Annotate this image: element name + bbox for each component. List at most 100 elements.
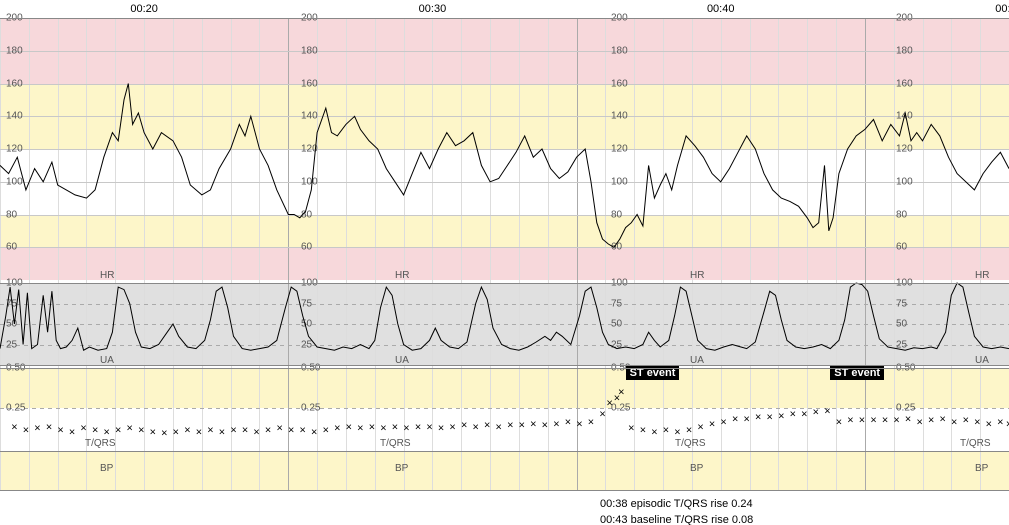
tqrs-marker: × [369,423,376,434]
grid-v [58,18,59,490]
bp-row-tag: BP [690,463,703,474]
tqrs-marker: × [507,422,514,433]
tqrs-marker: × [789,411,796,422]
tqrs-marker: × [184,427,191,438]
fhr-ytick-label: 160 [300,78,319,89]
tqrs-marker: × [824,407,831,418]
fhr-grid-h [0,51,1009,52]
fhr-grid-h [0,149,1009,150]
tqrs-marker: × [801,411,808,422]
fhr-ytick-label: 180 [300,45,319,56]
tqrs-grid-h [0,408,1009,409]
tqrs-marker: × [553,420,560,431]
tqrs-marker: × [311,428,318,439]
fhr-grid-h [0,116,1009,117]
tqrs-marker: × [438,425,445,436]
time-axis-label: 00:40 [707,3,735,15]
grid-v [144,18,145,490]
hr-row-tag: HR [100,270,114,281]
tqrs-marker: × [265,427,272,438]
tqrs-marker: × [576,420,583,431]
tqrs-marker: × [219,428,226,439]
fhr-ytick-label: 100 [5,176,24,187]
fhr-ytick-label: 120 [300,144,319,155]
grid-v [259,18,260,490]
ua-ytick-label: 75 [895,298,908,309]
tqrs-marker: × [709,420,716,431]
tqrs-marker: × [813,409,820,420]
tqrs-marker: × [253,428,260,439]
grid-v [663,18,664,490]
tqrs-marker: × [686,427,693,438]
grid-v [202,18,203,490]
tqrs-marker: × [962,417,969,428]
tqrs-marker: × [697,423,704,434]
tqrs-ytick-label: 0.25 [300,403,321,414]
tqrs-marker: × [138,427,145,438]
panel-separator [0,368,1009,369]
fhr-ytick-label: 80 [610,209,623,220]
grid-v [461,18,462,490]
ua-grid-h [0,304,1009,305]
fhr-ytick-label: 160 [5,78,24,89]
tqrs-marker: × [518,422,525,433]
fhr-ytick-label: 60 [895,242,908,253]
ua-ytick-label: 50 [895,319,908,330]
tqrs-marker: × [870,417,877,428]
tqrs-marker: × [766,414,773,425]
tqrs-marker: × [149,428,156,439]
ua-ytick-label: 75 [300,298,313,309]
time-axis-label: 00:30 [419,3,447,15]
fhr-grid-h [0,84,1009,85]
fhr-ytick-label: 180 [610,45,629,56]
bp-band [0,451,1009,490]
fhr-ytick-label: 140 [300,111,319,122]
fhr-ytick-label: 180 [5,45,24,56]
tqrs-marker: × [69,428,76,439]
tqrs-marker: × [542,422,549,433]
bp-row-tag: BP [975,463,988,474]
fhr-ytick-label: 140 [610,111,629,122]
tqrs-marker: × [755,414,762,425]
panel-separator [0,451,1009,452]
tqrs-marker: × [628,425,635,436]
tqrs-row-tag: T/QRS [380,438,411,449]
tqrs-marker: × [778,412,785,423]
fhr-ytick-label: 160 [610,78,629,89]
fhr-ytick-label: 80 [5,209,18,220]
fhr-band [0,215,1009,248]
ua-ytick-label: 25 [895,339,908,350]
fhr-ytick-label: 60 [300,242,313,253]
tqrs-marker: × [588,419,595,430]
panel-bottom [0,365,1009,366]
tqrs-marker: × [346,423,353,434]
tqrs-marker: × [276,425,283,436]
footnote: 00:38 episodic T/QRS rise 0.24 [600,498,753,510]
grid-v [519,18,520,490]
tqrs-marker: × [57,427,64,438]
tqrs-marker: × [403,425,410,436]
ua-grid-h [0,324,1009,325]
tqrs-marker: × [380,425,387,436]
tqrs-marker: × [882,417,889,428]
ua-ytick-label: 75 [5,298,18,309]
fhr-ytick-label: 100 [895,176,914,187]
hr-row-tag: HR [690,270,704,281]
grid-v [548,18,549,490]
tqrs-marker: × [928,417,935,428]
tqrs-marker: × [461,422,468,433]
tqrs-marker: × [80,425,87,436]
tqrs-marker: × [859,417,866,428]
tqrs-marker: × [986,420,993,431]
tqrs-marker: × [230,427,237,438]
tqrs-row-tag: T/QRS [85,438,116,449]
tqrs-marker: × [426,423,433,434]
grid-v [490,18,491,490]
tqrs-marker: × [472,423,479,434]
fhr-band [0,247,1009,280]
tqrs-marker: × [357,425,364,436]
grid-v [404,18,405,490]
tqrs-ytick-label: 0.25 [5,403,26,414]
tqrs-marker: × [606,399,613,410]
tqrs-marker: × [997,419,1004,430]
